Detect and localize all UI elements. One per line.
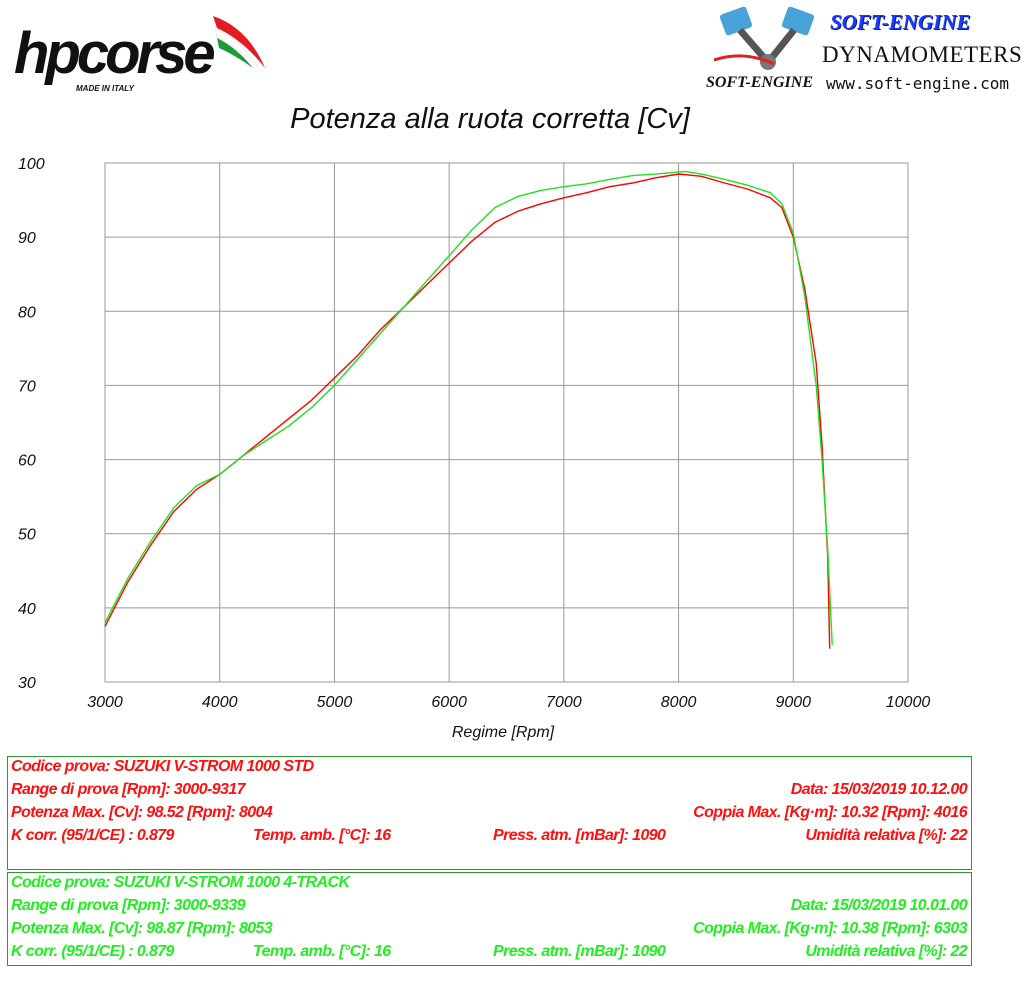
dyno-logo-small: SOFT-ENGINE	[706, 74, 813, 91]
brand-tagline: MADE IN ITALY	[76, 84, 134, 93]
x-tick-label: 8000	[661, 694, 697, 711]
soft-engine-logo: SOFT-ENGINE DYNAMOMETERS SOFT-ENGINE www…	[700, 4, 1023, 100]
test-date: Data: 15/03/2019 10.01.00	[790, 897, 968, 914]
dyno-url: www.soft-engine.com	[826, 74, 1010, 93]
x-tick-label: 10000	[886, 694, 931, 711]
y-tick-label: 60	[18, 453, 36, 470]
y-tick-label: 50	[18, 527, 36, 544]
x-tick-label: 4000	[202, 694, 238, 711]
power-chart: 3000 4000 5000 6000 7000 8000 9000 10000 30 40 50 6…	[18, 156, 930, 741]
y-tick-label: 100	[18, 156, 45, 173]
test-pressure: Press. atm. [mBar]: 1090	[493, 943, 666, 960]
brand-logo-text: hpcorse	[14, 21, 216, 86]
test-k-corr: K corr. (95/1/CE) : 0.879	[11, 827, 174, 844]
test-info-box-2: Codice prova: SUZUKI V-STROM 1000 4-TRAC…	[7, 872, 972, 966]
plot-frame	[104, 162, 909, 683]
test-info-box-1: Codice prova: SUZUKI V-STROM 1000 STD Ra…	[7, 756, 972, 870]
x-tick-label: 7000	[546, 694, 582, 711]
y-tick-label: 30	[18, 675, 36, 692]
chart-grid	[104, 162, 909, 683]
test-pressure: Press. atm. [mBar]: 1090	[493, 827, 666, 844]
test-range: Range di prova [Rpm]: 3000-9339	[11, 897, 246, 914]
test-max-power: Potenza Max. [Cv]: 98.52 [Rpm]: 8004	[11, 804, 273, 821]
y-tick-label: 70	[18, 378, 36, 395]
engine-pistons-icon	[714, 6, 815, 70]
series-line-2	[104, 170, 833, 645]
test-range: Range di prova [Rpm]: 3000-9317	[11, 781, 246, 798]
chart-title: Potenza alla ruota corretta [Cv]	[290, 103, 690, 135]
italian-flag-swoosh-icon	[213, 16, 265, 69]
test-max-torque: Coppia Max. [Kg·m]: 10.38 [Rpm]: 6303	[693, 920, 967, 937]
dyno-logo-subtitle: DYNAMOMETERS	[822, 42, 1023, 67]
test-temp: Temp. amb. [°C]: 16	[253, 827, 391, 844]
test-humidity: Umidità relativa [%]: 22	[805, 943, 967, 960]
y-tick-label: 40	[18, 601, 36, 618]
test-k-corr: K corr. (95/1/CE) : 0.879	[11, 943, 174, 960]
test-humidity: Umidità relativa [%]: 22	[805, 827, 967, 844]
test-temp: Temp. amb. [°C]: 16	[253, 943, 391, 960]
y-tick-label: 80	[18, 304, 36, 321]
x-tick-label: 9000	[775, 694, 811, 711]
test-max-torque: Coppia Max. [Kg·m]: 10.32 [Rpm]: 4016	[693, 804, 967, 821]
test-max-power: Potenza Max. [Cv]: 98.87 [Rpm]: 8053	[11, 920, 273, 937]
x-tick-label: 3000	[87, 694, 123, 711]
series-line-1	[104, 173, 831, 649]
y-tick-label: 90	[18, 230, 36, 247]
chart-tick-labels: 3000 4000 5000 6000 7000 8000 9000 10000 30 40 50 6…	[18, 156, 930, 711]
test-date: Data: 15/03/2019 10.12.00	[790, 781, 968, 798]
chart-series	[104, 170, 833, 649]
test-code: Codice prova: SUZUKI V-STROM 1000 4-TRAC…	[11, 874, 350, 891]
x-axis-label: Regime [Rpm]	[452, 724, 555, 741]
test-code: Codice prova: SUZUKI V-STROM 1000 STD	[11, 758, 314, 775]
hpcorse-logo: hpcorse MADE IN ITALY	[8, 8, 278, 98]
x-tick-label: 5000	[317, 694, 353, 711]
dyno-logo-title: SOFT-ENGINE	[830, 10, 971, 34]
x-tick-label: 6000	[431, 694, 467, 711]
